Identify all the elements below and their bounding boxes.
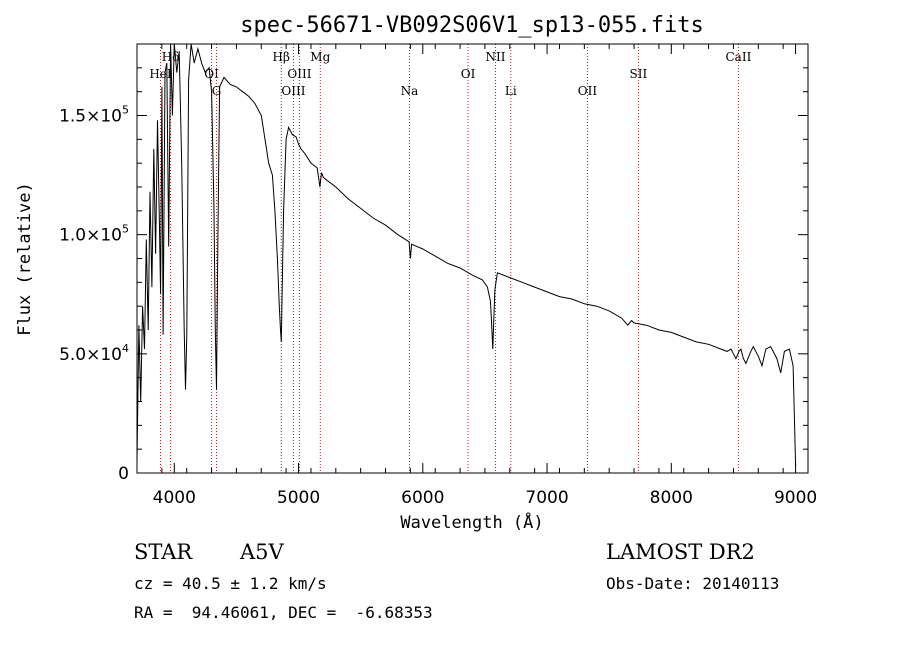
- line-marker-label: Li: [505, 84, 517, 98]
- observation-date: Obs-Date: 20140113: [606, 574, 780, 593]
- y-tick-label: 1.5×105: [59, 104, 129, 127]
- x-tick-label: 5000: [277, 488, 320, 508]
- redshift-cz: cz = 40.5 ± 1.2 km/s: [134, 574, 327, 593]
- line-marker-label: G: [212, 84, 222, 98]
- line-marker-label: OIII: [287, 67, 311, 81]
- x-tick-label: 7000: [525, 488, 568, 508]
- y-tick-exponent: 5: [122, 223, 129, 236]
- line-marker-label: OIII: [281, 84, 305, 98]
- line-marker-label: OI: [461, 67, 476, 81]
- y-tick-exponent: 5: [122, 104, 129, 117]
- line-marker-label: OII: [578, 84, 598, 98]
- y-tick-label: 1.0×105: [59, 223, 129, 246]
- plot-frame: [136, 43, 809, 474]
- line-marker-label: CaII: [726, 50, 752, 64]
- x-axis-label: Wavelength (Å): [400, 511, 543, 533]
- x-tick-label: 4000: [153, 488, 196, 508]
- x-tick-label: 6000: [401, 488, 444, 508]
- line-marker-label: OI: [204, 67, 219, 81]
- line-marker-label: HeI: [149, 67, 172, 81]
- line-marker-label: SII: [630, 67, 648, 81]
- line-marker-label: Hβ: [273, 50, 290, 64]
- survey-name: LAMOST DR2: [606, 540, 755, 564]
- object-type: STAR: [134, 540, 193, 564]
- y-tick-exponent: 4: [122, 342, 129, 355]
- y-axis-label: Flux (relative): [15, 182, 35, 336]
- line-marker-label: Na: [401, 84, 419, 98]
- y-tick-label: 0: [118, 464, 129, 484]
- line-marker-label: NII: [485, 50, 505, 64]
- object-class: A5V: [240, 540, 284, 564]
- y-tick-label: 5.0×104: [59, 342, 129, 365]
- chart-title: spec-56671-VB092S06V1_sp13-055.fits: [240, 13, 704, 38]
- axes: 4000 5000 6000 7000 8000 9000 0 5.0×104 1.0×105 1…: [59, 44, 817, 508]
- line-marker-label: Mg: [310, 50, 330, 64]
- ra-dec-coordinates: RA = 94.46061, DEC = -6.68353: [134, 603, 433, 622]
- spectrum-series-line: [136, 43, 797, 466]
- x-tick-label: 8000: [650, 488, 693, 508]
- x-tick-label: 9000: [774, 488, 817, 508]
